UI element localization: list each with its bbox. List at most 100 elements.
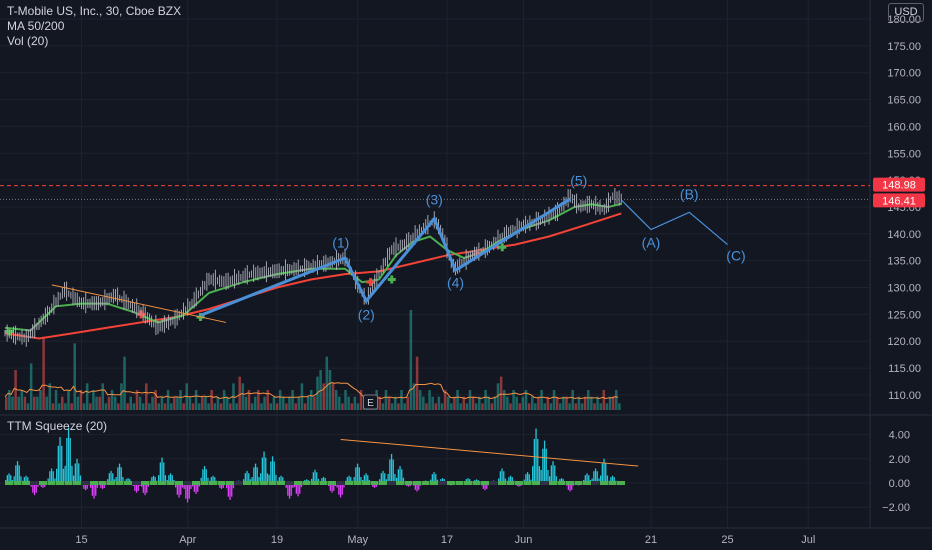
squeeze-bar [316,472,318,483]
squeeze-bar [263,451,265,483]
volume-bar [313,396,316,410]
volume-bar [138,396,142,410]
volume-bar [487,396,490,410]
volume-bar [201,396,204,410]
wave-annotations[interactable]: (1) (2) (3) (4) (5) (A) (B) (C) E [51,172,746,410]
chart-legend: T-Mobile US, Inc., 30, Cboe BZX MA 50/20… [7,4,181,49]
volume-bar [518,403,522,410]
price-trendline [51,284,227,323]
squeeze-bar [416,483,418,492]
time-tick-label: 15 [75,534,87,546]
squeeze-bar [273,461,275,483]
squeeze-bar [159,462,161,483]
squeeze-bar [62,468,65,483]
squeeze-tick-label: 0.00 [889,478,910,490]
volume-bar [446,396,450,410]
squeeze-dot [608,481,617,485]
volume-bar [241,383,245,410]
squeeze-bar [86,483,88,489]
volume-bar [412,383,416,410]
squeeze-tick-label: 4.00 [889,430,910,442]
volume-indicator-label[interactable]: Vol (20) [7,34,49,48]
squeeze-bar [115,477,117,483]
price-badge [873,177,925,192]
squeeze-bar [180,483,182,495]
volume-bar [207,403,210,410]
volume-bar [338,396,341,410]
squeeze-dot [115,481,124,485]
squeeze-bar [610,477,612,483]
squeeze-dot [39,481,47,485]
volume-bar [422,396,425,410]
squeeze-bar [538,466,541,483]
squeeze-bar [600,475,602,483]
time-tick-label: Jun [515,534,533,546]
squeeze-bar [526,472,529,483]
time-tick-label: 25 [721,534,733,546]
squeeze-bar [78,463,80,483]
squeeze-bar [508,477,510,483]
volume-bar [555,396,559,410]
squeeze-dot [13,481,22,485]
squeeze-bar [146,483,148,493]
volume-bar [403,403,406,410]
squeeze-bar [360,477,362,483]
volume-bar [328,370,332,410]
squeeze-bar [66,437,68,483]
volume-bar [565,396,568,410]
squeeze-bar [207,477,209,483]
squeeze-indicator-label[interactable]: TTM Squeeze (20) [7,419,108,433]
squeeze-bar [554,465,556,483]
squeeze-bar [120,467,122,483]
volume-bar [148,403,151,410]
squeeze-bar [596,471,598,483]
volume-bar [397,403,400,410]
volume-bar [394,396,397,410]
volume-bar [235,403,238,410]
volume-bar [132,403,136,410]
volume-bar [222,390,226,410]
squeeze-dot [404,481,413,485]
volume-bar [17,396,20,410]
squeeze-bar [338,483,340,495]
volume-bar [23,396,27,410]
squeeze-bar [18,465,20,483]
currency-selector[interactable]: USD [888,3,924,22]
squeeze-bar [525,474,527,483]
squeeze-bar [567,483,569,490]
price-tick-label: 165.00 [887,95,921,107]
volume-bar [297,396,301,410]
squeeze-dot [268,481,277,485]
symbol-title[interactable]: T-Mobile US, Inc., 30, Cboe BZX [7,4,182,18]
volume-bar [188,396,192,410]
squeeze-dot [557,481,566,485]
time-tick-label: Apr [179,534,196,546]
squeeze-bar [178,483,180,498]
volume-bar [92,390,95,410]
volume-bar [61,396,64,410]
squeeze-bar [603,458,605,483]
wave-label: (5) [570,172,587,188]
squeeze-bar [467,478,469,483]
squeeze-bar [54,478,56,483]
axes: 110.00 115.00 120.00 125.00 130.00 135.00 140.… [0,14,932,546]
squeeze-dot [132,481,141,485]
volume-bar [406,396,410,410]
elliott-wave-path [199,197,572,317]
ma-indicator-label[interactable]: MA 50/200 [7,19,65,33]
volume-bar [459,403,462,410]
volume-bar [618,403,621,410]
squeeze-dot [302,481,311,485]
squeeze-bar [67,427,70,483]
squeeze-bar [33,483,36,496]
price-badge [873,193,925,208]
volume-bar [443,390,447,410]
squeeze-bar [188,483,190,499]
squeeze-bar [606,475,609,483]
volume-bar [247,390,251,410]
squeeze-bar [294,483,296,488]
price-tick-label: 160.00 [887,121,921,133]
squeeze-bar [433,472,435,483]
volume-bar [225,396,229,410]
